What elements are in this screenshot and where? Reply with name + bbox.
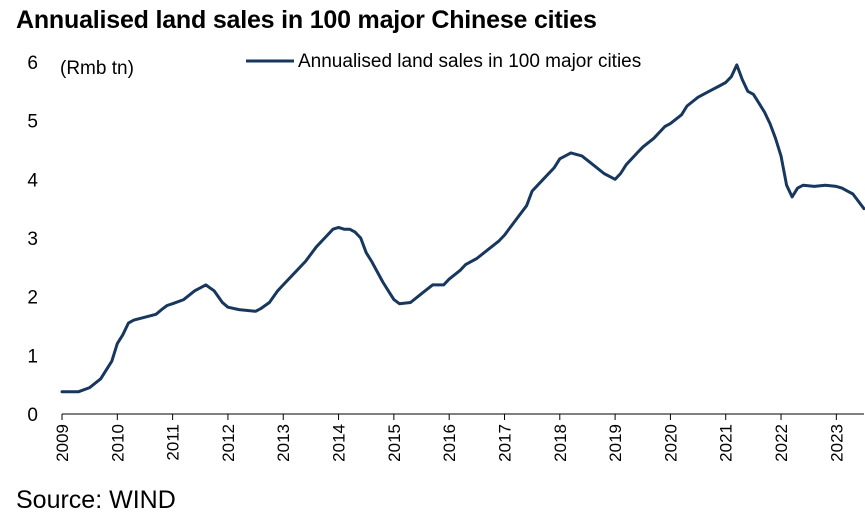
x-tick-label: 2009 (53, 424, 72, 462)
x-tick-label: 2015 (385, 424, 404, 462)
y-tick-label: 4 (27, 170, 38, 191)
x-tick-label: 2020 (661, 424, 680, 462)
y-tick-label: 3 (27, 229, 38, 250)
y-axis-ticks: 0 1 2 3 4 5 6 (27, 53, 38, 426)
legend: Annualised land sales in 100 major citie… (246, 51, 641, 72)
y-axis-label: (Rmb tn) (60, 58, 134, 79)
x-tick-label: 2011 (164, 424, 183, 461)
x-tick-label: 2018 (551, 424, 570, 462)
x-tick-label: 2012 (219, 424, 238, 462)
x-tick-label: 2019 (606, 424, 625, 462)
chart-title: Annualised land sales in 100 major Chine… (16, 6, 597, 34)
x-tick-label: 2016 (440, 424, 459, 462)
y-tick-label: 1 (27, 346, 38, 367)
series-line-land-sales (60, 63, 865, 394)
legend-label: Annualised land sales in 100 major citie… (298, 51, 641, 72)
x-tick-label: 2010 (108, 424, 127, 462)
x-tick-label: 2021 (717, 424, 736, 462)
y-tick-label: 0 (27, 405, 38, 426)
x-tick-label: 2023 (827, 424, 846, 462)
y-tick-label: 6 (27, 53, 38, 74)
y-tick-label: 2 (27, 288, 38, 309)
source-note: Source: WIND (16, 486, 176, 514)
x-tick-label: 2017 (495, 424, 514, 462)
x-axis-ticks: 2009 2010 2011 2012 2013 2014 2015 2016 2017 2018… (53, 414, 846, 462)
x-tick-label: 2022 (772, 424, 791, 462)
y-tick-label: 5 (27, 112, 38, 133)
x-tick-label: 2014 (330, 424, 349, 462)
x-tick-label: 2013 (274, 424, 293, 462)
